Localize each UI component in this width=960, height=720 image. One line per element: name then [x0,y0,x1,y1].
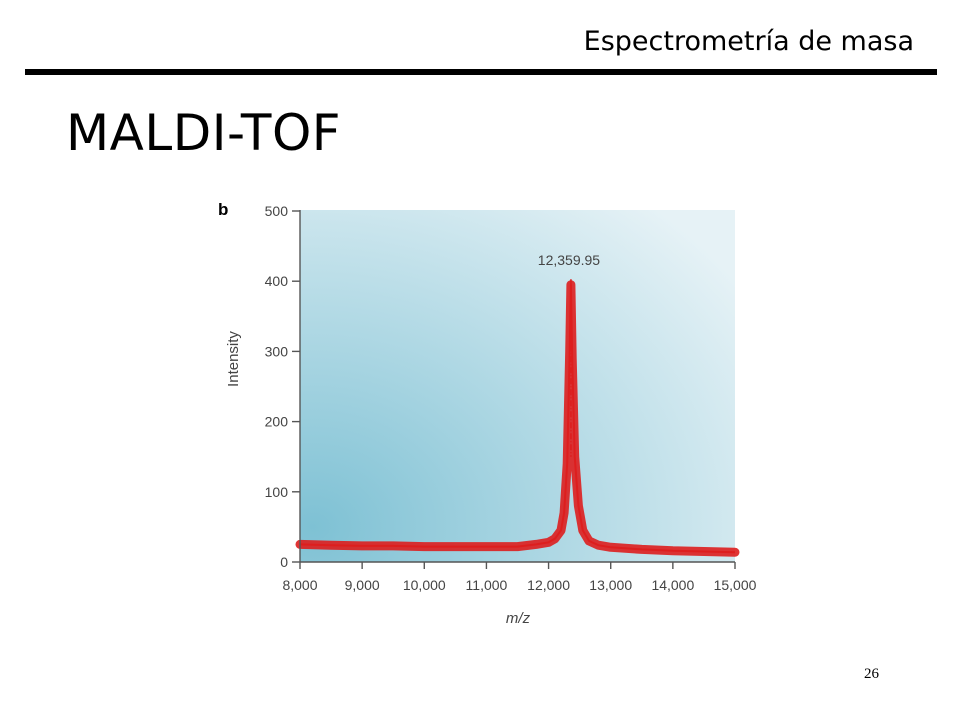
peak-label: 12,359.95 [538,252,600,268]
y-tick-label: 300 [265,343,289,359]
x-tick-label: 9,000 [345,577,380,593]
x-tick-label: 15,000 [714,577,757,593]
y-tick-label: 200 [265,414,289,430]
mass-spectrum-chart: b 12,359.95 0 100 200 300 400 500 8,000 9,000 10… [218,200,757,627]
panel-label: b [218,200,228,219]
plot-background [300,210,735,562]
x-tick-label: 11,000 [466,577,508,593]
x-tick-label: 14,000 [651,577,694,593]
y-axis-label: Intensity [225,331,242,387]
x-tick-label: 13,000 [589,577,632,593]
x-tick-label: 8,000 [282,577,317,593]
y-tick-label: 0 [280,554,288,570]
x-axis-label: m/z [506,610,531,627]
y-tick-label: 400 [265,273,289,289]
section-title: Espectrometría de masa [583,26,914,57]
page-number: 26 [864,666,879,682]
y-tick-label: 100 [265,484,289,500]
mass-spectrum-figure: b 12,359.95 0 100 200 300 400 500 8,000 9,000 10… [200,190,780,640]
spectrum-line [299,284,736,554]
x-tick-label: 12,000 [527,577,570,593]
slide-title: MALDI-TOF [66,104,342,162]
y-tick-label: 500 [265,203,289,219]
header-rule [25,69,937,75]
x-tick-label: 10,000 [403,577,446,593]
